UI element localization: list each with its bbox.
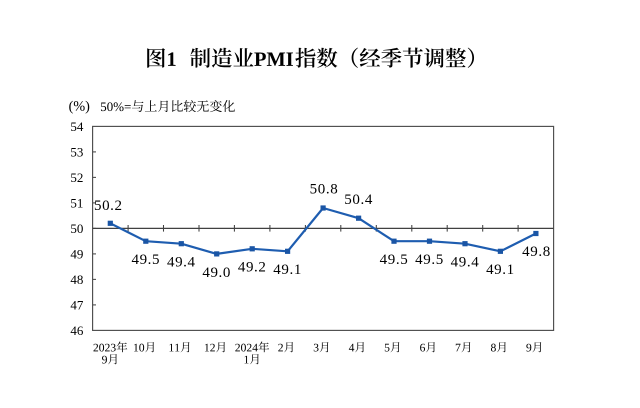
svg-text:50: 50 [70, 221, 83, 236]
svg-text:49.2: 49.2 [238, 260, 267, 276]
svg-text:49.5: 49.5 [415, 252, 444, 268]
svg-text:48: 48 [70, 272, 83, 287]
svg-text:49.8: 49.8 [522, 244, 551, 260]
svg-text:49.5: 49.5 [380, 252, 409, 268]
svg-text:49: 49 [70, 246, 83, 261]
svg-text:46: 46 [70, 323, 84, 338]
svg-text:49.4: 49.4 [167, 255, 196, 271]
svg-text:49.0: 49.0 [202, 265, 231, 281]
svg-text:50.2: 50.2 [94, 198, 123, 214]
svg-text:49.1: 49.1 [486, 262, 515, 278]
svg-text:50.4: 50.4 [344, 192, 373, 208]
svg-text:49.1: 49.1 [273, 262, 302, 278]
svg-text:51: 51 [70, 196, 83, 211]
svg-text:47: 47 [70, 297, 84, 312]
svg-text:53: 53 [70, 145, 83, 160]
svg-text:49.5: 49.5 [131, 252, 160, 268]
svg-text:50.8: 50.8 [310, 182, 339, 198]
svg-text:54: 54 [70, 119, 84, 134]
svg-text:49.4: 49.4 [451, 255, 480, 271]
svg-text:52: 52 [70, 170, 83, 185]
